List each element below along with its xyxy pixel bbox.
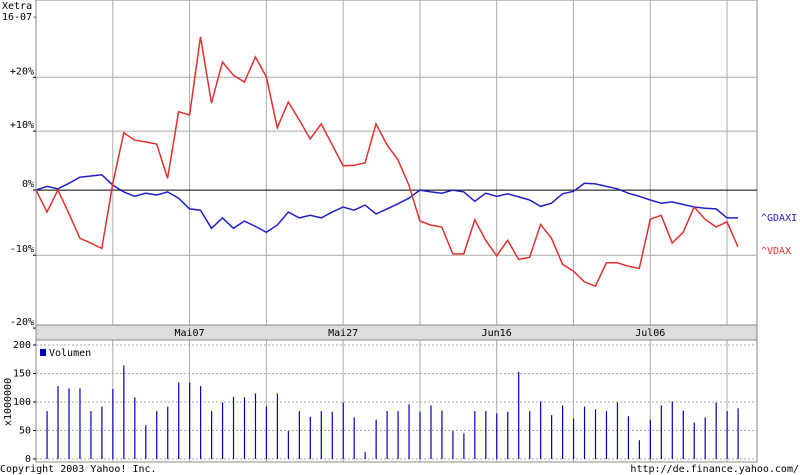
volume-bar	[79, 388, 81, 459]
volume-bar	[265, 406, 268, 459]
volume-bar	[309, 416, 311, 459]
volume-bar	[123, 365, 125, 459]
y-tick-label: 150	[13, 369, 31, 380]
volume-bar	[68, 388, 70, 459]
volume-bar	[638, 440, 640, 459]
volume-bar	[594, 409, 597, 459]
volume-bar	[551, 415, 553, 459]
volume-bar	[627, 416, 630, 459]
volume-bar	[145, 425, 147, 459]
volume-bar	[57, 386, 59, 459]
plot-frame	[35, 0, 758, 326]
line-series	[35, 174, 738, 234]
volume-bar	[397, 411, 399, 459]
volume-bar	[726, 411, 728, 459]
y-tick-label: -10%	[10, 244, 34, 255]
x-tick-label: Mai27	[328, 328, 358, 339]
volume-bar	[211, 411, 213, 459]
volume-bar	[693, 422, 695, 459]
y-tick-label: +10%	[10, 120, 34, 131]
volume-bar	[232, 396, 235, 459]
plot-frame	[35, 339, 758, 463]
volume-bar	[419, 411, 421, 459]
volume-bar	[463, 433, 465, 459]
legend-swatch	[40, 349, 46, 356]
volume-bar	[342, 402, 344, 459]
volume-bar	[331, 411, 333, 459]
volume-bar	[507, 411, 509, 459]
volume-bar	[671, 401, 673, 459]
volume-bar	[353, 417, 355, 459]
volume-bar	[386, 411, 388, 459]
volume-bar	[254, 393, 257, 459]
volume-bar	[540, 401, 542, 459]
volume-bar	[101, 406, 103, 459]
volume-bar	[737, 408, 739, 459]
volume-bar	[375, 419, 377, 459]
volume-bar	[167, 406, 169, 459]
volume-bar	[364, 452, 366, 459]
volume-bar	[529, 411, 531, 459]
volume-bar	[408, 404, 410, 459]
volume-bar	[583, 406, 586, 459]
volume-bar	[649, 419, 651, 459]
volume-bar	[715, 402, 717, 459]
y-tick-label: 0	[25, 454, 31, 465]
volume-bar	[298, 411, 300, 459]
volume-bar	[441, 410, 443, 459]
volume-bar	[243, 397, 246, 459]
volume-bar	[704, 417, 706, 459]
volume-bar	[572, 418, 575, 459]
volume-bar	[221, 402, 224, 459]
x-tick-label: Jun16	[482, 328, 512, 339]
y-tick-label: 50	[19, 426, 31, 437]
volume-bar	[474, 411, 476, 459]
volume-bar	[616, 402, 619, 459]
volume-bar	[189, 382, 191, 459]
volume-bar	[562, 405, 564, 459]
volume-bar	[320, 411, 322, 459]
line-series	[35, 36, 739, 288]
y-tick-label: 100	[13, 397, 31, 408]
y-axis-label: x1000000	[3, 378, 14, 426]
y-tick-label: 0%	[22, 179, 34, 190]
volume-bar	[287, 431, 289, 459]
volume-bar	[518, 371, 520, 459]
volume-bar	[200, 386, 202, 459]
volume-bar	[485, 411, 487, 459]
volume-bar	[452, 431, 454, 459]
y-tick-label: 200	[13, 340, 31, 351]
series-label: ^GDAXI	[761, 213, 797, 224]
volume-bar	[156, 411, 158, 459]
copyright: Copyright 2003 Yahoo! Inc.	[0, 464, 157, 475]
legend-label: Volumen	[49, 348, 91, 359]
source-url: http://de.finance.yahoo.com/	[630, 464, 799, 475]
volume-bar	[660, 405, 662, 459]
chart-date: 16-07-2004	[2, 12, 62, 23]
volume-bar	[605, 411, 608, 459]
volume-bar	[112, 388, 114, 459]
volume-bar	[430, 405, 432, 459]
volume-bar	[134, 397, 136, 459]
y-tick-label: -20%	[10, 317, 34, 328]
volume-bar	[682, 410, 684, 459]
volume-bar	[90, 411, 92, 459]
series-label: ^VDAX	[761, 246, 791, 257]
volume-bar	[496, 413, 498, 459]
x-tick-label: Mai07	[175, 328, 205, 339]
volume-bar	[178, 382, 180, 459]
volume-bar	[276, 393, 279, 459]
y-tick-label: +20%	[10, 66, 34, 77]
volume-bar	[46, 411, 48, 459]
x-tick-label: Jul06	[635, 328, 665, 339]
